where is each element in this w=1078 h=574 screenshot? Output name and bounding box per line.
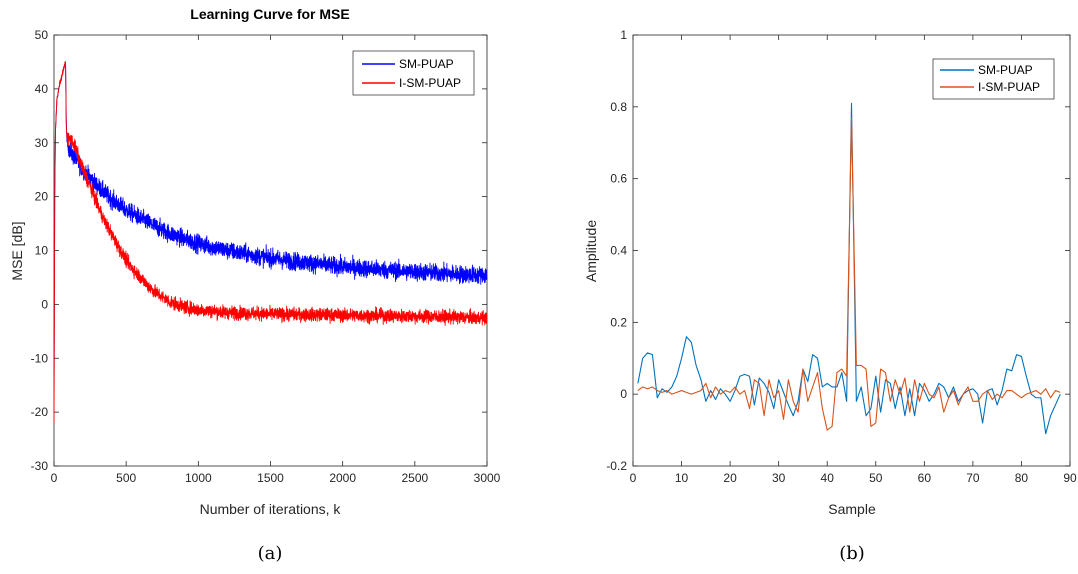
chart-b-legend-label-0: SM-PUAP [978,63,1033,77]
chart-a-series-0-line [53,61,488,413]
chart-a-xlabel: Number of iterations, k [200,501,342,517]
chart-b-xtick-label: 90 [1063,471,1077,485]
chart-a-plot-area [53,34,488,467]
chart-a-xtick-label: 500 [116,471,136,485]
chart-a-title: Learning Curve for MSE [190,6,349,22]
chart-a-ticks: 0 500 1000 1500 2000 2500 3000 -30 -20 -10 0 10 20 30… [31,28,501,485]
chart-a-legend-label-0: SM-PUAP [399,57,454,71]
chart-b-xtick-label: 70 [966,471,980,485]
chart-b-ylabel: Amplitude [583,220,599,282]
chart-b-ticks: 0 10 20 30 40 50 60 70 80 90-0.200.20.40.60.81 [606,28,1077,485]
chart-b-ytick-label: 1 [620,28,627,42]
chart-a-legend-box [352,50,475,96]
chart-b-ytick-label: 0 [620,387,627,401]
chart-b-legend: SM-PUAP I-SM-PUAP [932,58,1055,100]
chart-a-ytick-label: 0 [41,297,48,311]
chart-b-caption: (b) [839,543,865,564]
chart-b-xtick-label: 60 [918,471,932,485]
chart-b-ytick-label: -0.2 [606,459,627,473]
chart-a-xtick-label: 0 [51,471,58,485]
chart-a-ytick-label: 10 [35,244,49,258]
chart-a-ytick-label: 50 [35,28,49,42]
chart-a-xtick-label: 1500 [257,471,284,485]
chart-b-xtick-label: 30 [772,471,786,485]
chart-b-xlabel: Sample [828,501,876,517]
chart-b-legend-label-1: I-SM-PUAP [978,80,1040,94]
chart-b-xtick-label: 40 [821,471,835,485]
chart-b-axes-box [632,34,1071,467]
chart-a-ylabel: MSE [dB] [9,221,25,280]
chart-a-series-1-line [53,61,488,423]
chart-b-ytick-label: 0.2 [610,315,627,329]
chart-b-xtick-label: 0 [630,471,637,485]
chart-b-plot-area [632,34,1071,467]
chart-a-ytick-label: -30 [31,459,49,473]
chart-b-xtick-label: 50 [869,471,883,485]
chart-b-ytick-label: 0.4 [610,244,627,258]
chart-b-xtick-label: 10 [675,471,689,485]
chart-a-xtick-label: 2000 [329,471,356,485]
chart-b-series-1-line [637,117,1061,431]
chart-a-legend-label-1: I-SM-PUAP [399,76,461,90]
chart-a-ytick-label: -10 [31,351,49,365]
chart-a-xtick-label: 2500 [401,471,428,485]
chart-a-caption: (a) [258,543,283,564]
chart-b: 0 10 20 30 40 50 60 70 80 90-0.200.20.40.60.81 Sa… [583,28,1077,564]
chart-b-xtick-label: 20 [723,471,737,485]
chart-b-xtick-label: 80 [1015,471,1029,485]
chart-a-ytick-label: -20 [31,405,49,419]
chart-a-ytick-label: 30 [35,136,49,150]
chart-a-ytick-label: 20 [35,190,49,204]
chart-b-ytick-label: 0.8 [610,100,627,114]
chart-a: Learning Curve for MSE 0 500 1000 1500 2000 2… [9,6,501,564]
chart-a-xtick-label: 3000 [474,471,501,485]
chart-b-ytick-label: 0.6 [610,172,627,186]
chart-a-ytick-label: 40 [35,82,49,96]
chart-a-legend: SM-PUAP I-SM-PUAP [352,50,475,96]
chart-a-xtick-label: 1000 [185,471,212,485]
chart-b-legend-box [932,58,1055,100]
